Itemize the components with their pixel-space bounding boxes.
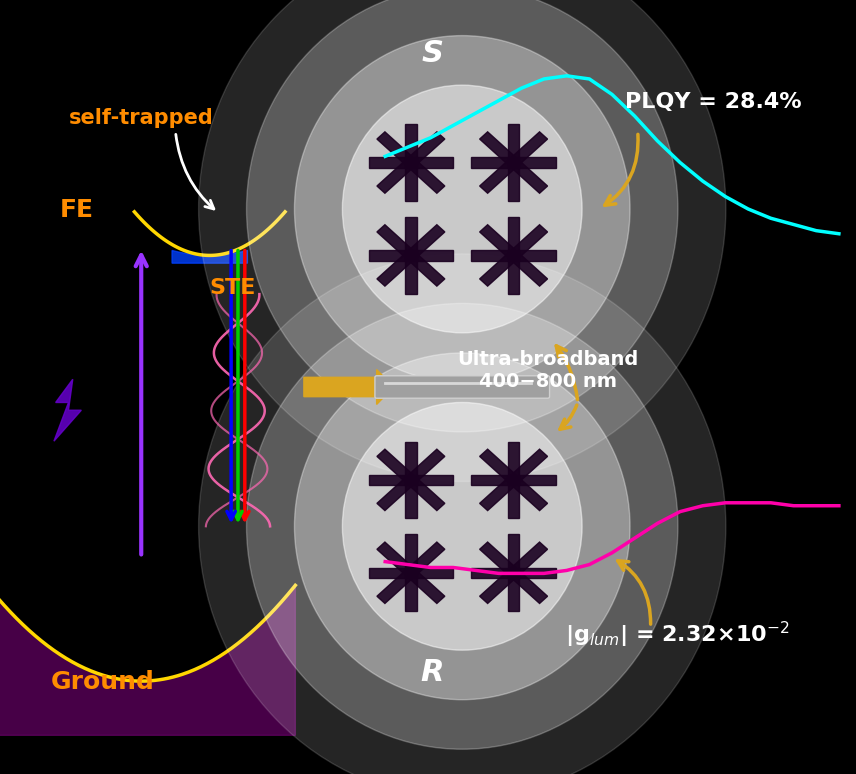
Polygon shape — [471, 567, 556, 578]
Polygon shape — [508, 534, 520, 611]
FancyBboxPatch shape — [375, 376, 550, 398]
Polygon shape — [479, 449, 548, 511]
Ellipse shape — [247, 303, 678, 749]
Polygon shape — [479, 132, 548, 194]
Polygon shape — [508, 441, 520, 519]
Ellipse shape — [294, 36, 630, 382]
Text: PLQY = 28.4%: PLQY = 28.4% — [625, 92, 801, 112]
Polygon shape — [471, 250, 556, 261]
Polygon shape — [508, 217, 520, 294]
Polygon shape — [479, 449, 548, 511]
Polygon shape — [368, 157, 454, 168]
FancyArrow shape — [304, 370, 394, 404]
Polygon shape — [172, 251, 247, 263]
Polygon shape — [0, 585, 295, 735]
Ellipse shape — [294, 353, 630, 700]
Polygon shape — [479, 542, 548, 604]
Text: STE: STE — [210, 278, 256, 298]
Polygon shape — [405, 217, 417, 294]
Polygon shape — [377, 542, 445, 604]
Polygon shape — [368, 567, 454, 578]
Text: Ground: Ground — [51, 670, 155, 694]
Text: S: S — [421, 39, 443, 68]
Polygon shape — [405, 441, 417, 519]
Polygon shape — [508, 124, 520, 200]
Text: R: R — [420, 658, 444, 687]
Polygon shape — [405, 124, 417, 200]
Polygon shape — [368, 250, 454, 261]
Ellipse shape — [342, 402, 582, 650]
Polygon shape — [479, 542, 548, 604]
Polygon shape — [471, 474, 556, 485]
Polygon shape — [377, 542, 445, 604]
Ellipse shape — [199, 254, 726, 774]
Polygon shape — [377, 132, 445, 194]
Text: |g$_{lum}$| = 2.32×10$^{-2}$: |g$_{lum}$| = 2.32×10$^{-2}$ — [565, 620, 789, 650]
Polygon shape — [471, 157, 556, 168]
Polygon shape — [479, 132, 548, 194]
Polygon shape — [368, 474, 454, 485]
Polygon shape — [377, 449, 445, 511]
Polygon shape — [377, 224, 445, 286]
Polygon shape — [405, 534, 417, 611]
Polygon shape — [479, 224, 548, 286]
Polygon shape — [377, 449, 445, 511]
Polygon shape — [377, 224, 445, 286]
Polygon shape — [479, 224, 548, 286]
Polygon shape — [54, 379, 81, 441]
Ellipse shape — [342, 85, 582, 333]
Text: FE: FE — [60, 197, 94, 221]
Ellipse shape — [199, 0, 726, 481]
Text: Ultra-broadband
400−800 nm: Ultra-broadband 400−800 nm — [457, 350, 639, 391]
Text: self-trapped: self-trapped — [68, 108, 214, 128]
Polygon shape — [377, 132, 445, 194]
Ellipse shape — [247, 0, 678, 432]
